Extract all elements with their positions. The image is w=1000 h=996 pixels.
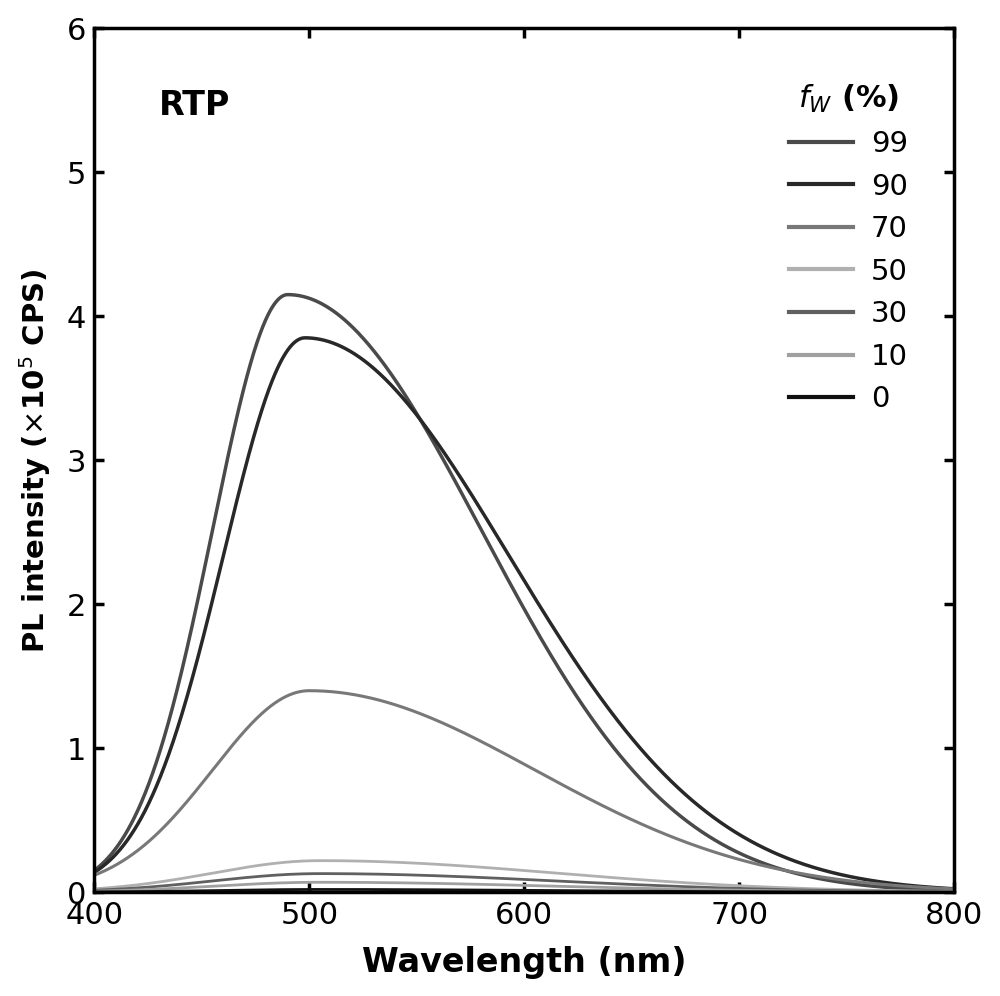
10: [502, 879, 514, 891]
10: [460, 878, 472, 890]
30: [502, 872, 514, 884]
Line: 99: 99: [94, 295, 1000, 892]
99: [256, 323, 268, 335]
0: [88, 886, 100, 898]
10: [933, 886, 945, 898]
Line: 90: 90: [94, 338, 1000, 891]
90: [199, 625, 211, 637]
Y-axis label: PL intensity ($\times$10$^5$ CPS): PL intensity ($\times$10$^5$ CPS): [17, 268, 53, 652]
70: [502, 749, 514, 761]
70: [460, 728, 472, 740]
30: [933, 885, 945, 897]
30: [256, 871, 268, 882]
50: [502, 864, 514, 875]
0: [933, 886, 945, 898]
X-axis label: Wavelength (nm): Wavelength (nm): [362, 946, 686, 979]
Line: 70: 70: [94, 690, 1000, 891]
90: [88, 867, 100, 878]
99: [199, 562, 211, 574]
70: [933, 882, 945, 894]
Line: 50: 50: [94, 861, 1000, 892]
30: [314, 868, 326, 879]
30: [88, 884, 100, 896]
Legend: 99, 90, 70, 50, 30, 10, 0: 99, 90, 70, 50, 30, 10, 0: [775, 69, 922, 428]
99: [933, 884, 945, 896]
70: [256, 707, 268, 719]
Line: 10: 10: [94, 882, 1000, 892]
90: [299, 332, 311, 344]
0: [502, 884, 514, 896]
0: [256, 883, 268, 895]
50: [199, 869, 211, 880]
50: [314, 855, 326, 867]
99: [502, 573, 514, 585]
10: [314, 876, 326, 888]
10: [88, 885, 100, 897]
50: [933, 885, 945, 897]
0: [314, 883, 326, 895]
30: [199, 875, 211, 887]
0: [199, 884, 211, 896]
Line: 0: 0: [94, 889, 1000, 892]
50: [88, 882, 100, 894]
50: [256, 859, 268, 871]
99: [88, 865, 100, 876]
0: [460, 884, 472, 896]
70: [199, 774, 211, 786]
10: [256, 877, 268, 889]
90: [256, 403, 268, 415]
30: [460, 871, 472, 882]
70: [303, 684, 315, 696]
70: [88, 870, 100, 881]
Line: 30: 30: [94, 873, 1000, 892]
99: [460, 495, 472, 507]
90: [460, 479, 472, 491]
99: [282, 289, 294, 301]
50: [460, 861, 472, 872]
10: [199, 880, 211, 892]
90: [502, 547, 514, 559]
Text: RTP: RTP: [159, 89, 230, 122]
90: [933, 881, 945, 893]
